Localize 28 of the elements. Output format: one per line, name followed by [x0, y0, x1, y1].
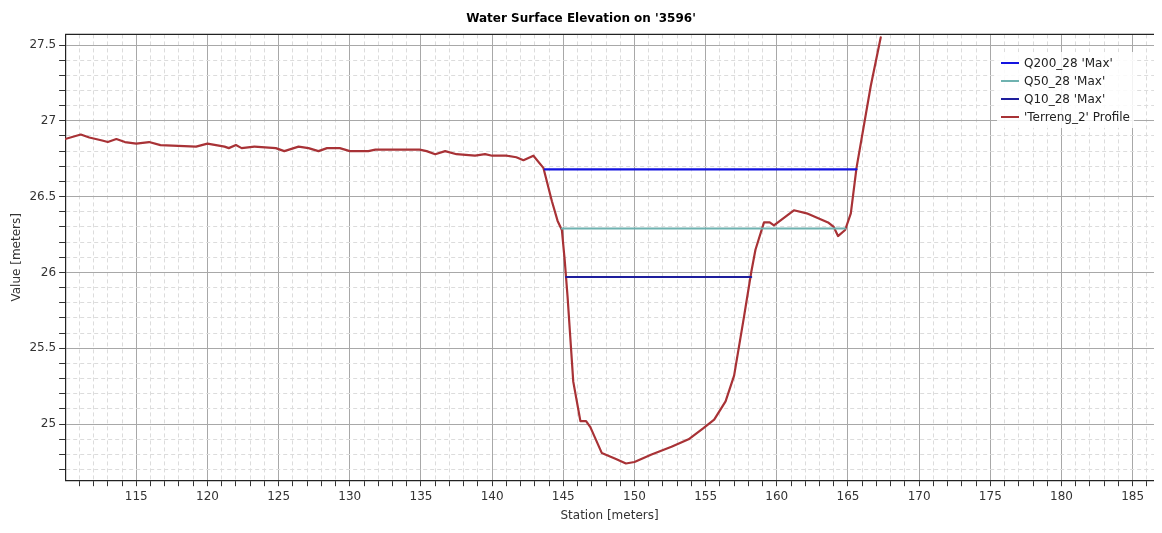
x-tick-label: 145	[551, 488, 575, 503]
x-tick-label: 130	[338, 488, 362, 503]
chart-title: Water Surface Elevation on '3596'	[466, 11, 696, 26]
x-tick-label: 115	[124, 488, 148, 503]
x-tick-label: 185	[1121, 488, 1145, 503]
y-tick-label: 25	[40, 416, 57, 431]
x-tick-label: 135	[409, 488, 433, 503]
x-tick-label: 125	[267, 488, 291, 503]
x-tick-label: 155	[694, 488, 718, 503]
x-tick-label: 170	[907, 488, 931, 503]
legend-label: Q10_28 'Max'	[1023, 92, 1106, 106]
x-tick-label: 160	[765, 488, 789, 503]
y-axis-title: Value [meters]	[9, 213, 24, 302]
x-tick-label: 165	[836, 488, 860, 503]
x-tick-label: 180	[1050, 488, 1073, 503]
legend-label: 'Terreng_2' Profile	[1023, 110, 1130, 124]
y-tick-label: 26.5	[29, 188, 57, 203]
x-tick-label: 120	[196, 488, 219, 503]
x-tick-label: 150	[623, 488, 646, 503]
y-tick-label: 27	[40, 112, 57, 127]
x-axis-title: Station [meters]	[560, 507, 659, 522]
x-tick-label: 175	[978, 488, 1002, 503]
y-tick-label: 27.5	[29, 37, 57, 52]
legend-label: Q200_28 'Max'	[1023, 56, 1113, 70]
x-tick-label: 140	[480, 488, 504, 503]
legend-label: Q50_28 'Max'	[1023, 74, 1106, 88]
y-tick-label: 26	[40, 264, 57, 279]
y-tick-label: 25.5	[29, 340, 57, 355]
